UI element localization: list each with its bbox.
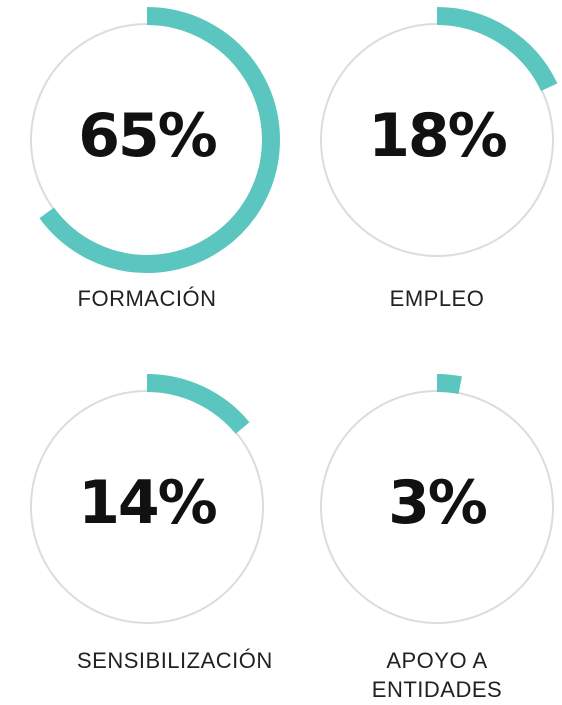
percent-label: 18%: [368, 101, 506, 171]
ring-arc: [146, 374, 250, 434]
category-label: FORMACIÓN: [77, 286, 217, 311]
percent-label: 14%: [78, 468, 216, 538]
ring-arc: [39, 7, 280, 273]
category-label: EMPLEO: [389, 286, 485, 311]
ring-arc: [436, 374, 462, 395]
percent-label: 65%: [78, 101, 216, 171]
ring-arc: [436, 7, 558, 92]
category-label: APOYO A ENTIDADES: [371, 648, 503, 702]
category-label: SENSIBILIZACIÓN: [77, 648, 273, 673]
percent-label: 3%: [388, 468, 487, 538]
